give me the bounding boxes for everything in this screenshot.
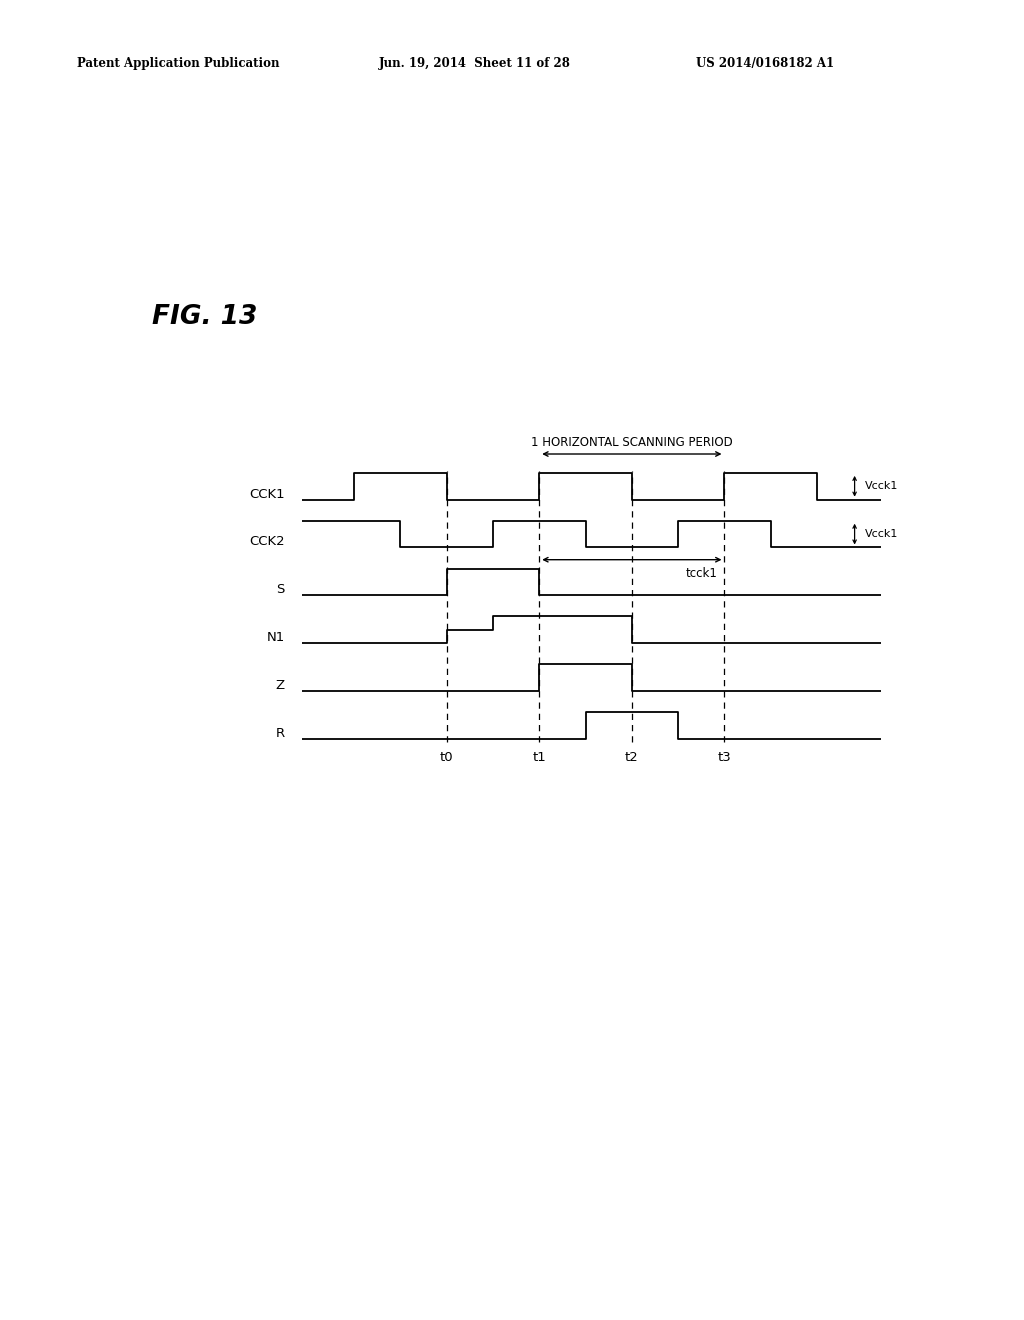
- Text: FIG. 13: FIG. 13: [152, 304, 257, 330]
- Text: Z: Z: [275, 678, 285, 692]
- Text: tcck1: tcck1: [685, 568, 717, 581]
- Text: t1: t1: [532, 751, 546, 764]
- Text: US 2014/0168182 A1: US 2014/0168182 A1: [696, 57, 835, 70]
- Text: Vcck1: Vcck1: [865, 482, 898, 491]
- Text: 1 HORIZONTAL SCANNING PERIOD: 1 HORIZONTAL SCANNING PERIOD: [531, 437, 733, 449]
- Text: t0: t0: [440, 751, 454, 764]
- Text: R: R: [275, 727, 285, 739]
- Text: Jun. 19, 2014  Sheet 11 of 28: Jun. 19, 2014 Sheet 11 of 28: [379, 57, 570, 70]
- Text: t3: t3: [718, 751, 731, 764]
- Text: CCK2: CCK2: [249, 536, 285, 548]
- Text: Patent Application Publication: Patent Application Publication: [77, 57, 280, 70]
- Text: t2: t2: [625, 751, 639, 764]
- Text: S: S: [276, 583, 285, 597]
- Text: N1: N1: [266, 631, 285, 644]
- Text: CCK1: CCK1: [249, 487, 285, 500]
- Text: Vcck1: Vcck1: [865, 529, 898, 539]
